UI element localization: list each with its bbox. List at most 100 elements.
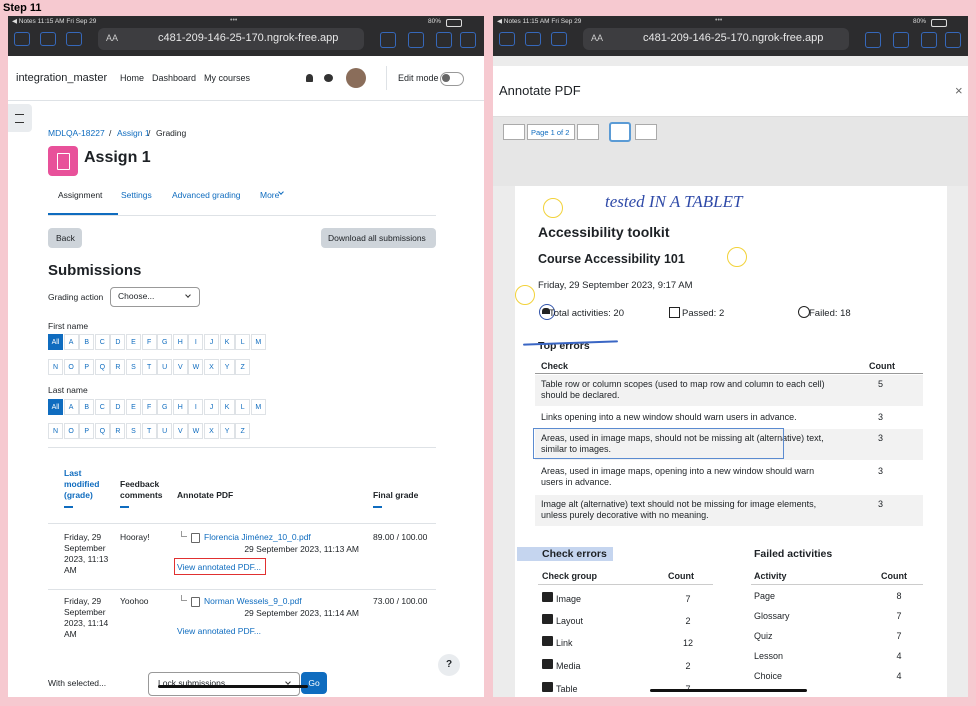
tab[interactable]: Assignment [58, 190, 103, 200]
toolbar-button[interactable] [551, 32, 567, 46]
letter-button[interactable] [48, 423, 63, 439]
letter-button[interactable] [126, 399, 141, 415]
nav-link[interactable]: Home [120, 73, 145, 83]
letter-button[interactable] [48, 334, 63, 350]
back-button[interactable] [48, 228, 82, 248]
letter-button[interactable] [204, 399, 219, 415]
toolbar-button[interactable] [380, 32, 396, 48]
letter-button[interactable] [141, 334, 157, 350]
view-annotated-link[interactable]: View annotated PDF... [177, 562, 261, 572]
letter-button[interactable] [172, 399, 188, 415]
letter-button[interactable] [219, 359, 235, 375]
letter-button[interactable] [79, 359, 95, 375]
letter-button[interactable] [94, 359, 110, 375]
toolbar-button[interactable] [40, 32, 56, 46]
toolbar-button[interactable] [865, 32, 881, 48]
bulk-action-select[interactable] [148, 672, 300, 696]
letter-button[interactable] [110, 334, 126, 350]
letter-button[interactable] [94, 423, 110, 439]
letter-button[interactable] [172, 334, 188, 350]
letter-button[interactable] [79, 334, 95, 350]
file-link[interactable]: Norman Wessels_9_0.pdf [204, 596, 302, 606]
letter-button[interactable] [63, 334, 79, 350]
letter-button[interactable] [204, 334, 219, 350]
edit-mode-toggle[interactable] [440, 72, 464, 86]
letter-button[interactable] [48, 359, 63, 375]
letter-button[interactable] [126, 423, 141, 439]
toolbar-button[interactable] [460, 32, 476, 48]
letter-button[interactable] [141, 359, 157, 375]
letter-button[interactable] [94, 399, 110, 415]
letter-button[interactable] [126, 334, 141, 350]
toolbar-button[interactable] [499, 32, 515, 46]
letter-button[interactable] [204, 359, 219, 375]
tab[interactable]: Settings [121, 190, 152, 200]
view-annotated-link[interactable]: View annotated PDF... [177, 626, 261, 636]
letter-button[interactable] [110, 399, 126, 415]
letter-button[interactable] [219, 334, 235, 350]
letter-button[interactable] [94, 334, 110, 350]
letter-button[interactable] [126, 359, 141, 375]
tab[interactable]: More [260, 190, 280, 200]
breadcrumb-link[interactable]: Assign 1 [117, 128, 150, 138]
letter-button[interactable] [235, 359, 251, 375]
letter-button[interactable] [110, 359, 126, 375]
toolbar-button[interactable] [408, 32, 424, 48]
help-button[interactable] [438, 654, 460, 676]
address-bar[interactable] [583, 28, 849, 50]
toolbar-button[interactable] [436, 32, 452, 48]
letter-button[interactable] [63, 359, 79, 375]
text-size-button[interactable]: AA [106, 33, 119, 43]
toolbar-button[interactable] [945, 32, 961, 48]
letter-button[interactable] [219, 423, 235, 439]
tab[interactable]: Advanced grading [172, 190, 241, 200]
avatar[interactable] [346, 68, 366, 88]
letter-button[interactable] [188, 423, 204, 439]
letter-button[interactable] [157, 399, 173, 415]
letter-button[interactable] [235, 399, 251, 415]
nav-link[interactable]: My courses [204, 73, 251, 83]
file-link[interactable]: Florencia Jiménez_10_0.pdf [204, 532, 311, 542]
tool-button[interactable] [635, 124, 657, 140]
message-icon[interactable] [324, 74, 333, 82]
letter-button[interactable] [235, 423, 251, 439]
letter-button[interactable] [79, 423, 95, 439]
toolbar-button[interactable] [921, 32, 937, 48]
letter-button[interactable] [250, 399, 266, 415]
text-size-button[interactable]: AA [591, 33, 604, 43]
toolbar-button[interactable] [525, 32, 541, 46]
letter-button[interactable] [157, 359, 173, 375]
letter-button[interactable] [188, 399, 204, 415]
breadcrumb-link blue[interactable]: MDLQA-18227 [48, 128, 105, 138]
site-name[interactable]: integration_master [16, 72, 108, 84]
tool-button[interactable] [609, 122, 631, 142]
grading-action-select[interactable] [110, 287, 200, 307]
letter-button[interactable] [141, 399, 157, 415]
letter-button[interactable] [219, 399, 235, 415]
letter-button[interactable] [141, 423, 157, 439]
letter-button[interactable] [188, 359, 204, 375]
go-button[interactable] [301, 672, 327, 694]
letter-button[interactable] [79, 399, 95, 415]
letter-button[interactable] [188, 334, 204, 350]
letter-button[interactable] [172, 423, 188, 439]
letter-button[interactable] [63, 399, 79, 415]
letter-button[interactable] [157, 423, 173, 439]
prev-page-button[interactable] [503, 124, 525, 140]
next-page-button[interactable] [577, 124, 599, 140]
letter-button[interactable] [235, 334, 251, 350]
toolbar-button[interactable] [66, 32, 82, 46]
letter-button[interactable] [110, 423, 126, 439]
toolbar-button[interactable] [893, 32, 909, 48]
drawer-toggle[interactable] [8, 104, 32, 132]
page-select[interactable] [527, 124, 575, 140]
column-header[interactable]: Last modified (grade) [64, 468, 100, 500]
letter-button[interactable] [48, 399, 63, 415]
toolbar-button[interactable] [14, 32, 30, 46]
letter-button[interactable] [204, 423, 219, 439]
letter-button[interactable] [157, 334, 173, 350]
download-button[interactable] [321, 228, 436, 248]
close-button[interactable]: × [955, 83, 963, 98]
nav-link[interactable]: Dashboard [152, 73, 197, 83]
letter-button[interactable] [63, 423, 79, 439]
